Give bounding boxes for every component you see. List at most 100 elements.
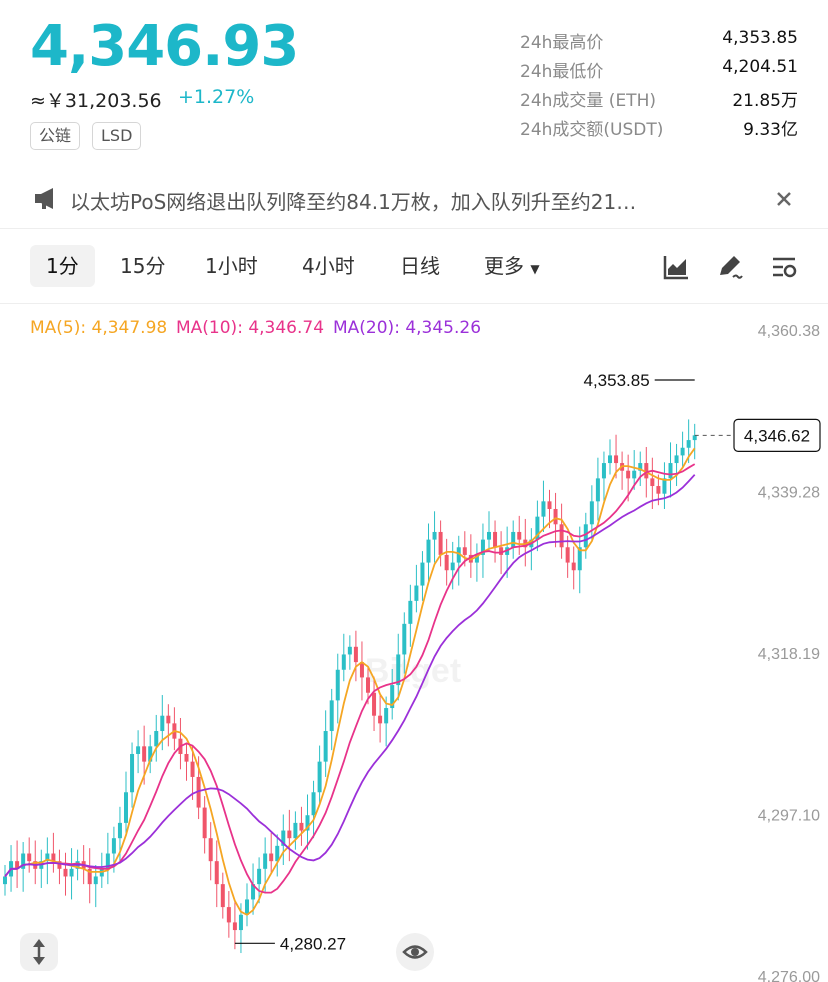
candle-body	[160, 715, 165, 732]
tag-public-chain[interactable]: 公链	[30, 122, 81, 150]
caret-down-icon: ▼	[530, 262, 540, 276]
stat-low-label: 24h最低价	[520, 62, 604, 82]
candle-body	[589, 501, 594, 525]
candle-body	[656, 486, 661, 494]
high-marker-label: 4,353.85	[584, 371, 650, 390]
candle-body	[245, 899, 249, 915]
candle-body	[359, 662, 364, 678]
candle-body	[565, 547, 570, 563]
chart-type-icon[interactable]	[662, 253, 690, 281]
y-axis-tick-label: 4,318.19	[758, 646, 820, 663]
ma20-label: MA(20): 4,345.26	[333, 318, 482, 338]
candle-body	[15, 861, 20, 869]
draw-tool-icon[interactable]	[716, 253, 744, 281]
candle-body	[124, 792, 128, 823]
candle-body	[559, 524, 564, 548]
candle-body	[190, 761, 195, 777]
tab-15min[interactable]: 15分	[120, 254, 166, 278]
candle-body	[130, 753, 135, 793]
ma20-line	[4, 474, 696, 878]
candle-body	[257, 868, 262, 885]
candle-body	[293, 822, 298, 839]
candlestick-chart[interactable]: Bitget 4,360.384,339.284,318.194,297.104…	[0, 300, 828, 982]
candle-body	[686, 440, 691, 448]
announcement-text[interactable]: 以太坊PoS网络退出队列降至约84.1万枚，加入队列升至约21…	[70, 190, 637, 214]
candle-body	[269, 853, 274, 862]
candle-body	[136, 746, 141, 754]
divider	[0, 228, 828, 229]
candle-body	[51, 853, 56, 862]
candle-body	[638, 463, 643, 471]
candle-body	[329, 700, 334, 732]
candle-body	[196, 776, 201, 808]
ma5-line	[4, 447, 696, 916]
candle-body	[184, 753, 189, 762]
candle-body	[384, 708, 389, 724]
candle-body	[341, 654, 346, 670]
settings-icon[interactable]	[770, 253, 798, 281]
stat-high-value: 4,353.85	[722, 28, 798, 48]
tag-lsd[interactable]: LSD	[92, 122, 142, 150]
candle-body	[87, 868, 92, 885]
stat-turnover-label: 24h成交额(USDT)	[520, 120, 664, 140]
candle-body	[275, 845, 280, 862]
candle-body	[480, 539, 485, 555]
candle-body	[487, 531, 491, 540]
candle-body	[21, 853, 26, 869]
candle-body	[408, 600, 413, 624]
tab-daily[interactable]: 日线	[400, 254, 440, 278]
candle-body	[474, 554, 479, 563]
candle-body	[3, 876, 7, 885]
candle-body	[577, 547, 582, 571]
candle-body	[444, 554, 449, 571]
candle-body	[644, 463, 649, 479]
candle-body	[142, 746, 147, 762]
candle-body	[601, 463, 606, 479]
candle-body	[251, 884, 256, 900]
candle-body	[517, 531, 522, 540]
tab-4hour[interactable]: 4小时	[302, 254, 355, 278]
candle-body	[353, 646, 358, 663]
tab-more[interactable]: 更多 ▼	[484, 245, 540, 287]
candle-body	[287, 830, 292, 839]
candle-body	[208, 838, 213, 862]
candle-body	[493, 531, 498, 548]
candle-body	[238, 914, 243, 931]
candle-body	[69, 868, 74, 877]
candle-body	[305, 815, 310, 831]
candle-body	[372, 692, 377, 716]
candle-body	[626, 470, 631, 479]
candle-body	[93, 876, 98, 885]
candle-body	[541, 501, 546, 517]
price-change-percent: +1.27%	[178, 86, 255, 108]
candle-body	[117, 822, 122, 839]
close-icon[interactable]	[772, 187, 796, 211]
candle-body	[111, 838, 116, 854]
candle-body	[420, 562, 425, 586]
candle-body	[608, 455, 612, 464]
tab-1min[interactable]: 1分	[30, 245, 95, 287]
y-axis-tick-label: 4,339.28	[758, 485, 820, 502]
candle-body	[668, 463, 673, 479]
candle-body	[45, 853, 50, 862]
current-price-tag	[733, 418, 821, 452]
megaphone-icon	[33, 186, 59, 212]
candle-body	[414, 585, 419, 601]
stat-high-label: 24h最高价	[520, 33, 604, 53]
candle-body	[662, 478, 667, 494]
candle-body	[674, 455, 679, 464]
y-axis-tick-label: 4,297.10	[758, 807, 820, 824]
candle-body	[57, 861, 62, 869]
eye-icon[interactable]	[396, 933, 434, 971]
candle-body	[378, 715, 383, 724]
stat-turnover-value: 9.33亿	[743, 120, 798, 140]
stat-low-value: 4,204.51	[722, 57, 798, 77]
candle-body	[347, 646, 352, 655]
vertical-scale-button[interactable]	[20, 933, 58, 971]
candle-body	[438, 531, 443, 555]
candle-body	[535, 516, 540, 540]
candle-body	[456, 547, 461, 563]
candle-body	[426, 539, 431, 563]
tab-1hour[interactable]: 1小时	[205, 254, 258, 278]
candle-body	[632, 470, 637, 479]
